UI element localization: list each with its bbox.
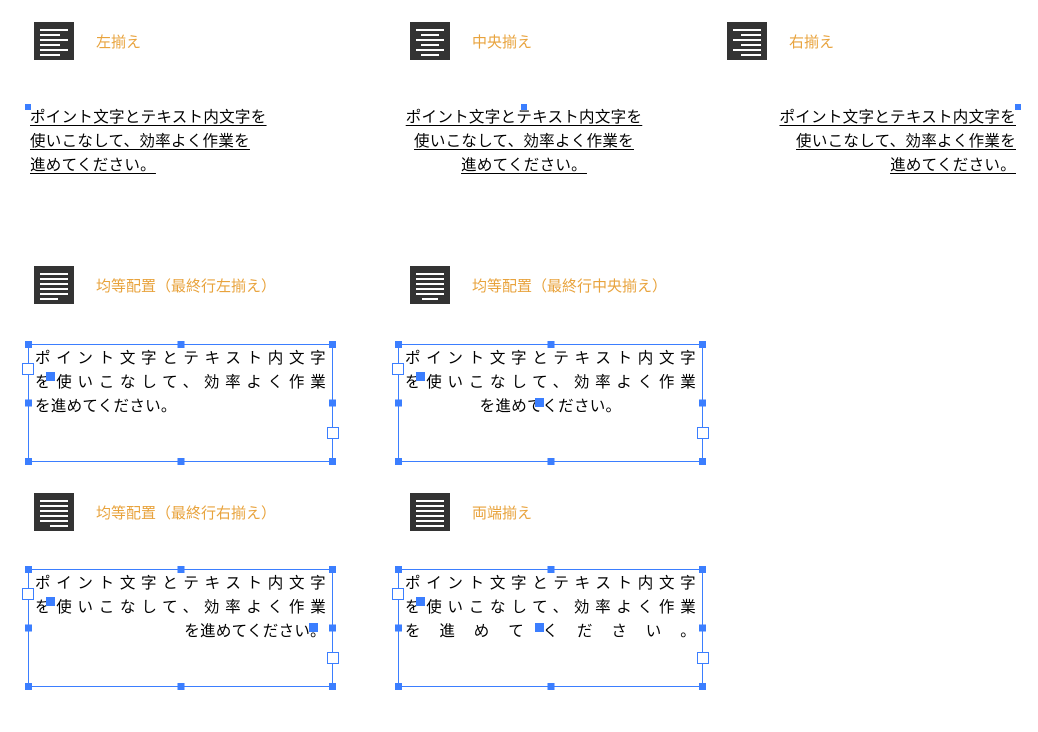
text-line: を進めてください。 — [35, 395, 326, 419]
text-line: 使いこなして、効率よく作業を — [380, 130, 668, 154]
text-frame-justify-right[interactable]: ポイント文字とテキスト内文字 を使いこなして、効率よく作業 を進めてください。 — [28, 569, 333, 687]
text-line: を進めてください。 — [35, 620, 326, 644]
point-text-right[interactable]: ポイント文字とテキスト内文字を 使いこなして、効率よく作業を 進めてください。 — [728, 106, 1016, 178]
justify-last-left-icon — [34, 266, 74, 304]
justify-last-right-icon — [34, 493, 74, 531]
text-line: を使いこなして、効率よく作業 — [35, 596, 326, 620]
align-right-icon — [727, 22, 767, 60]
justify-last-center-label: 均等配置（最終行中央揃え） — [472, 275, 667, 296]
text-line: ポイント文字とテキスト内文字を — [30, 106, 318, 130]
align-center-label: 中央揃え — [472, 31, 532, 52]
text-frame-justify-left[interactable]: ポイント文字とテキスト内文字 を使いこなして、効率よく作業 を進めてください。 — [28, 344, 333, 462]
text-line: を使いこなして、効率よく作業 — [35, 371, 326, 395]
selection-marker-icon — [309, 623, 318, 632]
out-port-icon[interactable] — [697, 427, 709, 439]
selection-marker-icon — [535, 398, 544, 407]
selection-marker-icon — [416, 597, 425, 606]
point-text-left[interactable]: ポイント文字とテキスト内文字を 使いこなして、効率よく作業を 進めてください。 — [30, 106, 318, 178]
text-line: 使いこなして、効率よく作業を — [30, 130, 318, 154]
justify-last-right-label: 均等配置（最終行右揃え） — [96, 502, 276, 523]
justify-last-center-icon — [410, 266, 450, 304]
align-right-label: 右揃え — [789, 31, 834, 52]
selection-marker-icon — [46, 372, 55, 381]
in-port-icon[interactable] — [22, 588, 34, 600]
justify-all-label: 両端揃え — [472, 502, 532, 523]
in-port-icon[interactable] — [392, 363, 404, 375]
in-port-icon[interactable] — [22, 363, 34, 375]
selection-marker-icon — [535, 623, 544, 632]
text-line: ポイント文字とテキスト内文字 — [35, 572, 326, 596]
text-line: を 進 め て く だ さ い 。 — [405, 620, 696, 644]
text-line: ポイント文字とテキスト内文字 — [405, 572, 696, 596]
out-port-icon[interactable] — [327, 427, 339, 439]
justify-all-icon — [410, 493, 450, 531]
align-left-icon — [34, 22, 74, 60]
text-line: を使いこなして、効率よく作業 — [405, 371, 696, 395]
text-line: を使いこなして、効率よく作業 — [405, 596, 696, 620]
out-port-icon[interactable] — [697, 652, 709, 664]
in-port-icon[interactable] — [392, 588, 404, 600]
text-line: ポイント文字とテキスト内文字 — [35, 347, 326, 371]
align-center-icon — [410, 22, 450, 60]
align-left-label: 左揃え — [96, 31, 141, 52]
justify-last-left-label: 均等配置（最終行左揃え） — [96, 275, 276, 296]
selection-marker-icon — [46, 597, 55, 606]
text-line: 進めてください。 — [728, 154, 1016, 178]
text-line: ポイント文字とテキスト内文字 — [405, 347, 696, 371]
point-text-center[interactable]: ポイント文字とテキスト内文字を 使いこなして、効率よく作業を 進めてください。 — [380, 106, 668, 178]
out-port-icon[interactable] — [327, 652, 339, 664]
text-frame-justify-all[interactable]: ポイント文字とテキスト内文字 を使いこなして、効率よく作業 を 進 め て く … — [398, 569, 703, 687]
selection-marker-icon — [416, 372, 425, 381]
text-line: を進めてください。 — [405, 395, 696, 419]
text-frame-justify-center[interactable]: ポイント文字とテキスト内文字 を使いこなして、効率よく作業 を進めてください。 — [398, 344, 703, 462]
text-line: 使いこなして、効率よく作業を — [728, 130, 1016, 154]
text-line: ポイント文字とテキスト内文字を — [728, 106, 1016, 130]
text-line: 進めてください。 — [380, 154, 668, 178]
text-line: 進めてください。 — [30, 154, 318, 178]
